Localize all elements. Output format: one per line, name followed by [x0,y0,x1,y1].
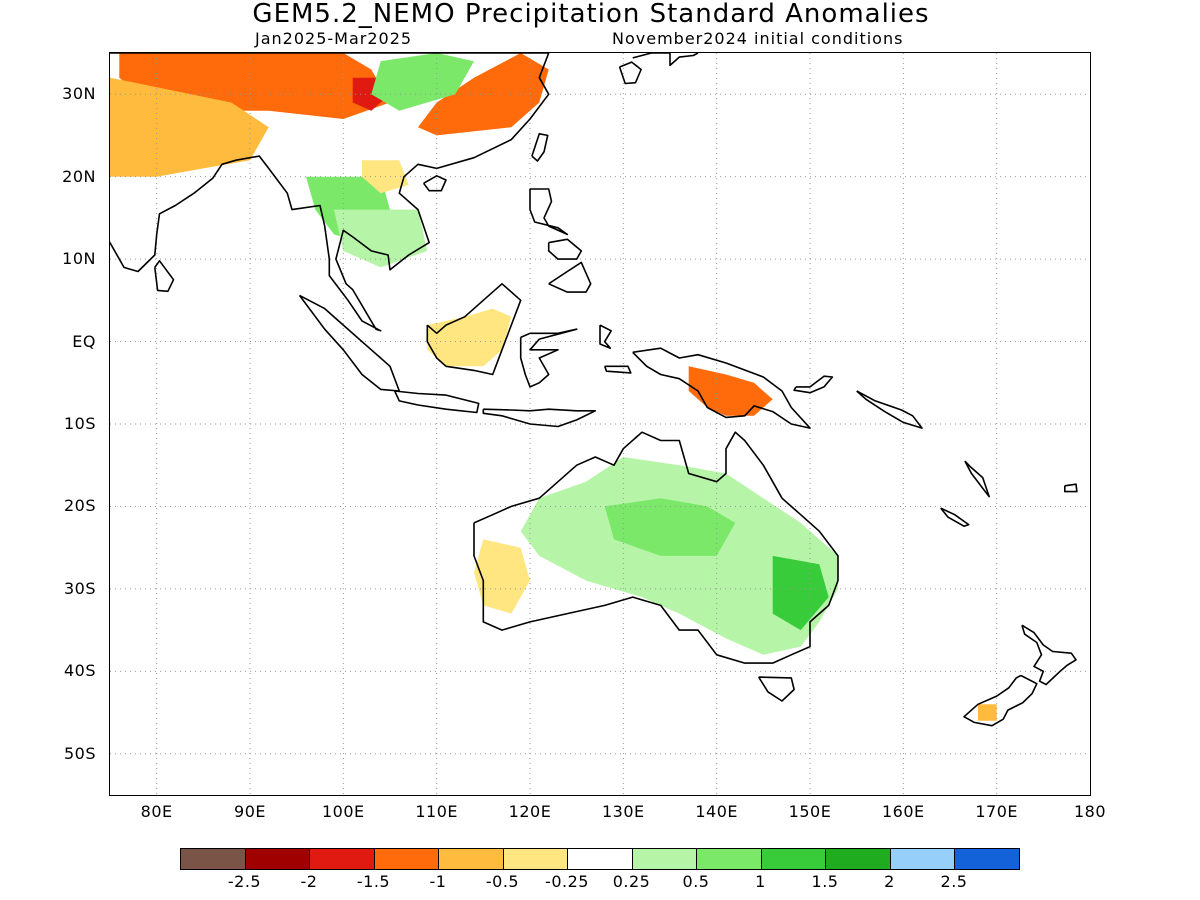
coastline-14 [110,53,550,332]
colorbar-swatch-0 [181,849,246,869]
lon-tick-label: 100E [322,802,365,821]
anomaly-region-3 [418,53,549,136]
colorbar-label: 0.5 [682,872,710,891]
coastline-3 [426,283,522,376]
colorbar-label: -2.5 [227,872,262,891]
coastline-23 [964,460,991,498]
anomaly-region-11 [604,498,736,556]
coastline-9 [548,261,592,293]
gridlines [110,53,1090,795]
anomaly-regions [110,53,997,721]
anomaly-region-13 [474,539,530,614]
colorbar-label: 0.25 [612,872,651,891]
colorbar-label: -0.5 [485,872,520,891]
lat-tick-label: EQ [72,331,96,351]
coastline-12 [422,175,447,192]
colorbar-swatch-7 [632,849,697,869]
lon-tick-label: 150E [788,802,832,821]
coastline-1 [758,676,795,702]
coastline-5 [393,390,480,414]
anomaly-region-14 [978,704,997,721]
coastline-2 [632,347,811,429]
forecast-period: Jan2025-Mar2025 [255,29,413,48]
anomaly-region-7 [334,209,428,268]
coastline-22 [603,365,632,374]
map-panel [109,52,1091,796]
coastline-24 [940,507,970,528]
coastline-13 [154,260,175,293]
lat-tick-label: 30N [62,84,96,104]
colorbar-label: 1 [755,872,766,891]
colorbar-label: 2.5 [940,872,968,891]
coastline-8 [529,188,569,236]
colorbar-swatch-9 [761,849,826,869]
anomaly-region-10 [520,457,838,655]
colorbar-swatch-12 [955,849,1019,869]
lat-tick-label: 50S [63,743,96,763]
coastline-16 [963,674,1038,727]
coastline-21 [599,324,613,350]
lon-tick-label: 110E [415,802,458,821]
coastline-19 [793,375,834,394]
lat-tick-label: 10S [63,414,96,433]
lat-tick-label: 20S [63,496,96,516]
colorbar-swatch-11 [890,849,955,869]
lon-tick-label: 130E [602,802,645,821]
colorbar-swatch-1 [245,849,310,869]
coastline-11 [531,133,549,162]
anomaly-region-4 [371,53,474,111]
anomaly-region-12 [772,555,829,631]
anomaly-region-2 [110,77,269,177]
lat-tick-label: 30S [63,578,96,598]
lon-tick-label: 90E [234,802,266,821]
lat-tick-label: 40S [63,661,96,681]
lon-tick-label: 120E [508,802,552,821]
colorbar-swatch-8 [697,849,762,869]
coastline-4 [298,294,401,392]
anomaly-region-8 [427,308,512,367]
coastlines [110,53,1078,727]
colorbar-label: -0.25 [545,872,589,891]
coastline-20 [856,390,923,429]
colorbar-swatch-3 [374,849,439,869]
lon-tick-label: 170E [975,802,1018,821]
lat-tick-label: 10N [62,249,96,269]
colorbar-swatch-5 [503,849,568,869]
coastline-17 [618,61,642,85]
coastline-6 [482,408,597,428]
coastline-10 [547,238,583,260]
colorbar-label: -1 [429,872,447,891]
anomaly-region-9 [688,366,773,416]
lon-tick-label: 160E [882,802,925,821]
coastline-18 [632,53,699,67]
coastline-7 [519,328,578,388]
coastline-0 [473,431,839,664]
map-title: GEM5.2_NEMO Precipitation Standard Anoma… [252,0,930,29]
colorbar-swatch-10 [826,849,891,869]
coastline-25 [1063,483,1078,493]
colorbar-swatch-6 [568,849,633,869]
map-canvas [110,53,1090,795]
lon-tick-label: 80E [140,802,173,821]
lon-tick-label: 140E [695,802,738,821]
colorbar-swatch-4 [439,849,504,869]
initial-conditions: November2024 initial conditions [612,29,904,48]
colorbar-label: 2 [884,872,895,891]
colorbar-label: -1.5 [356,872,391,891]
colorbar [180,848,1020,870]
colorbar-label: 1.5 [811,872,839,891]
lon-tick-label: 180 [1073,802,1107,821]
lat-tick-label: 20N [62,166,96,186]
colorbar-swatch-2 [310,849,375,869]
coastline-15 [1021,624,1077,686]
colorbar-label: -2 [300,872,318,891]
